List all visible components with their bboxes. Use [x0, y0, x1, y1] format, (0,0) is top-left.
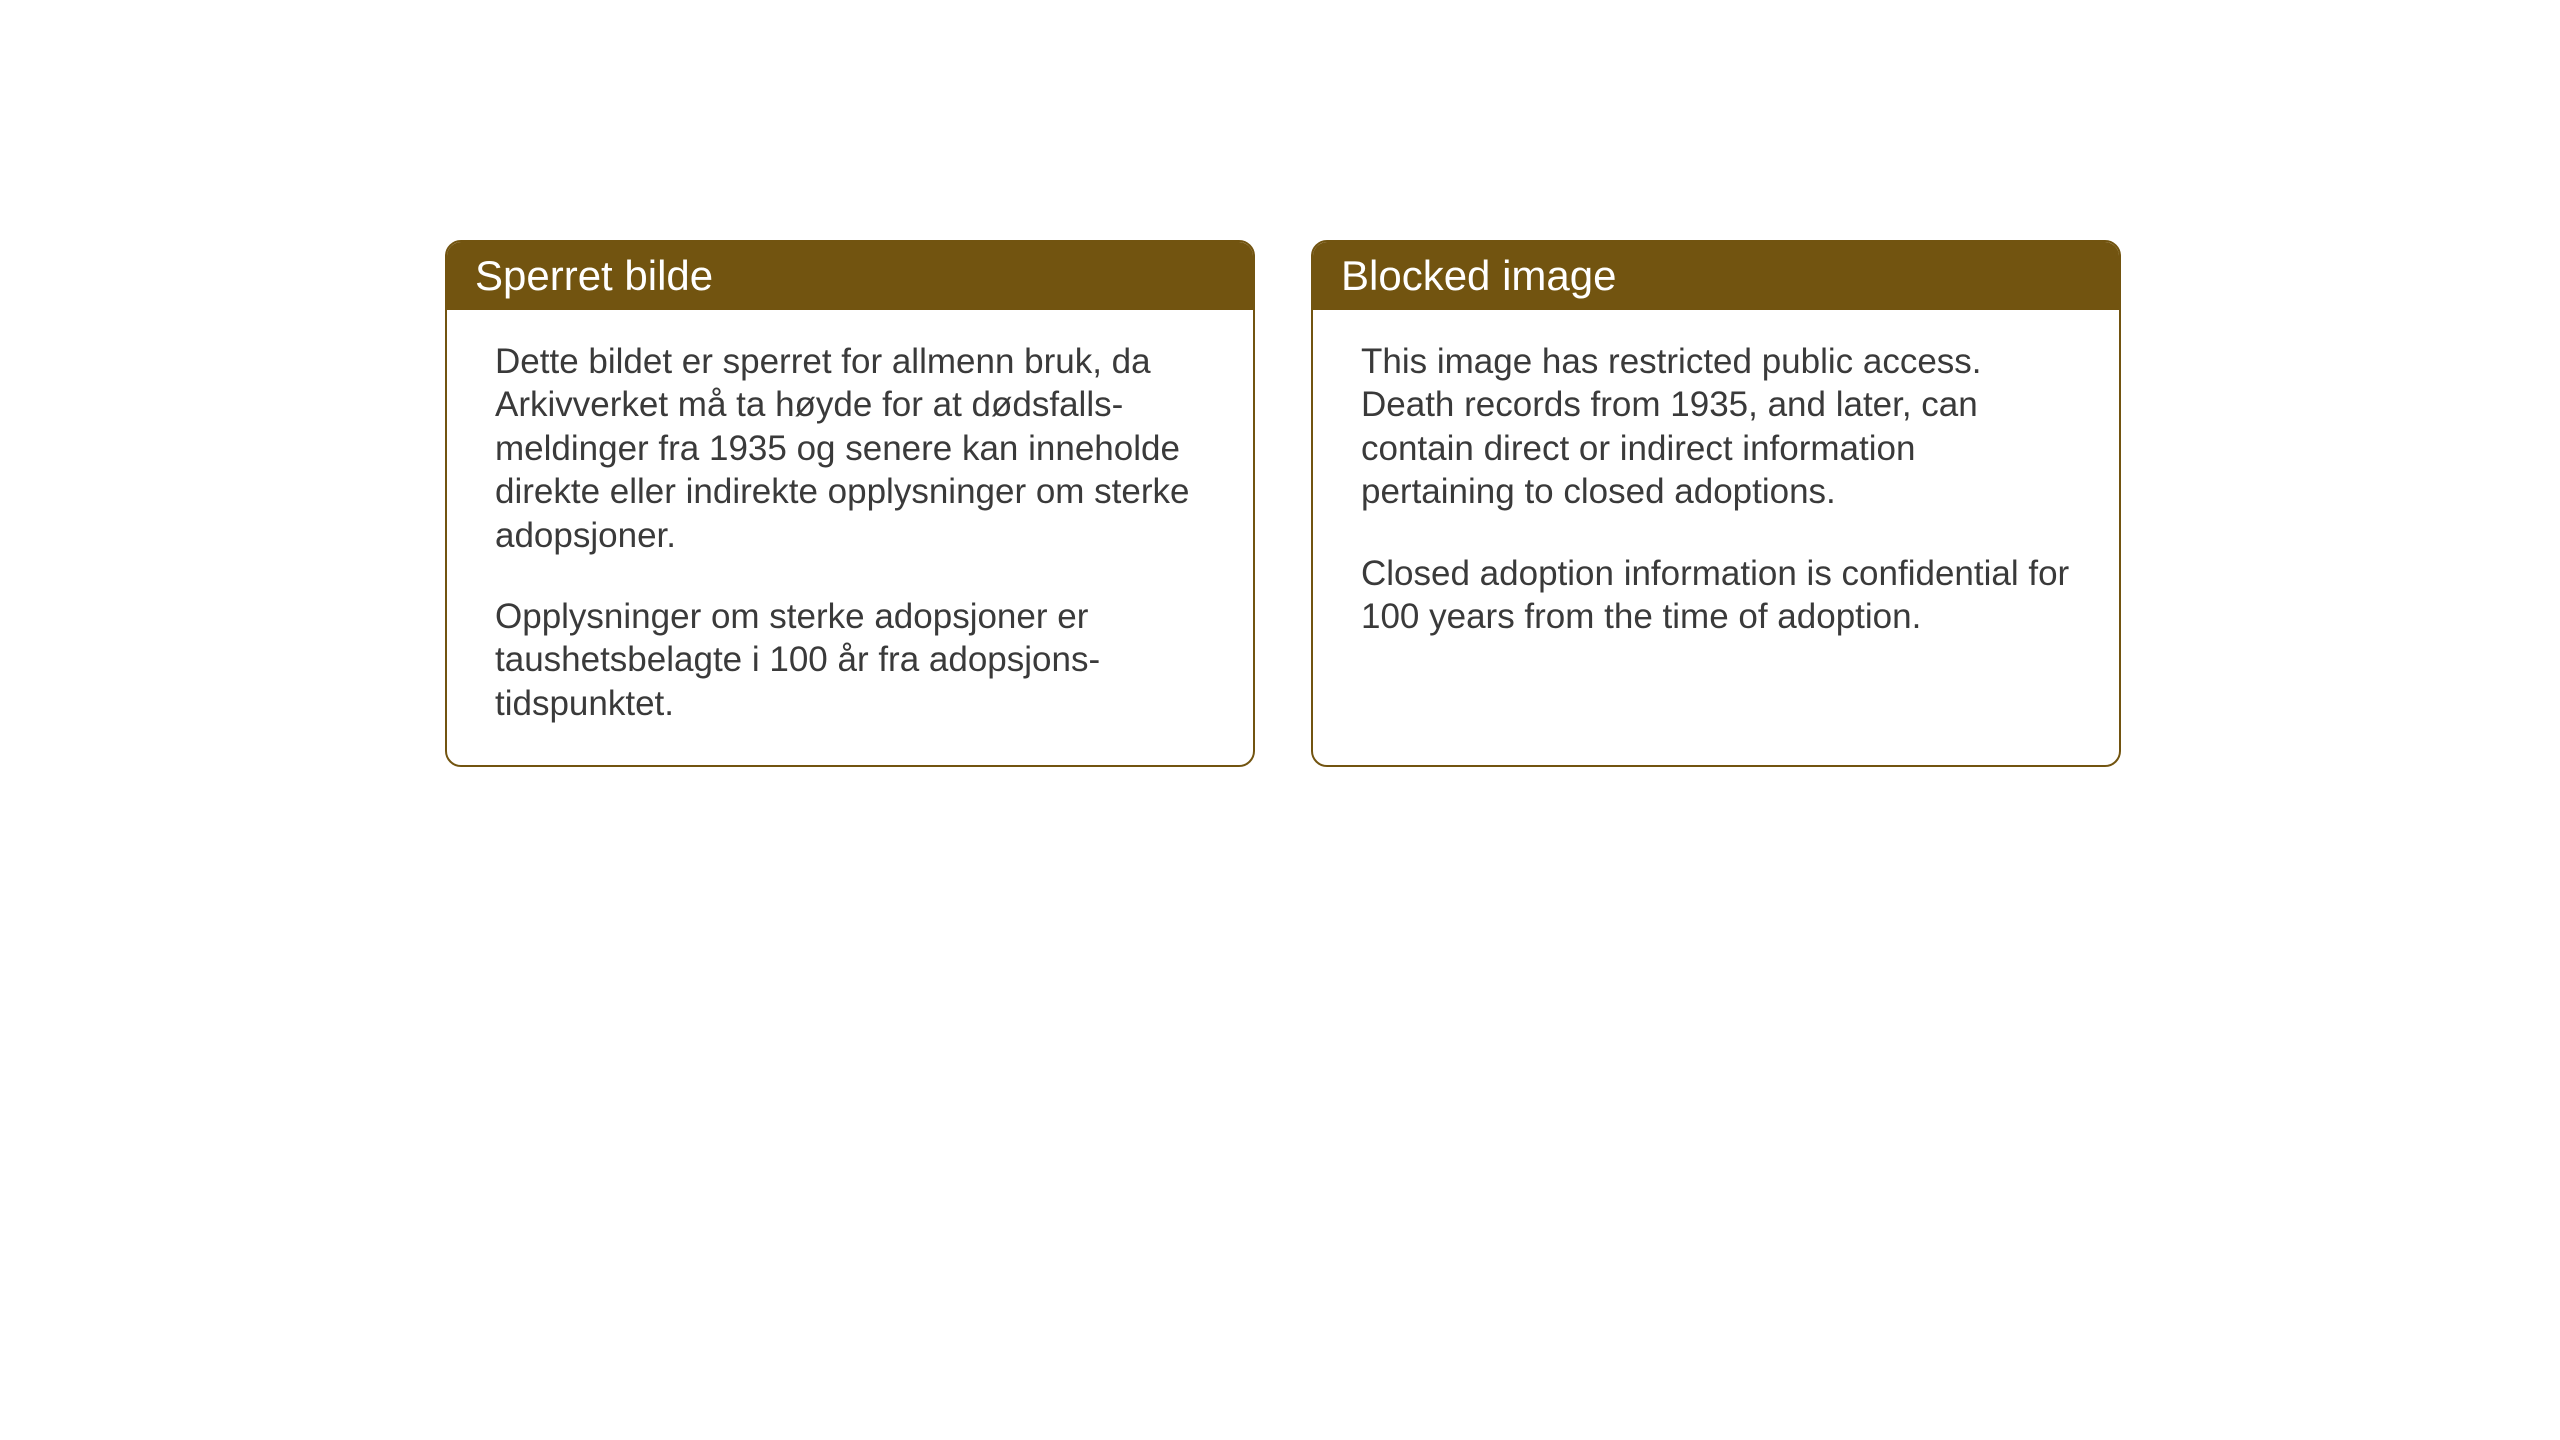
card-paragraph: Closed adoption information is confident… [1361, 552, 2071, 639]
card-body-norwegian: Dette bildet er sperret for allmenn bruk… [447, 310, 1253, 765]
card-paragraph: Opplysninger om sterke adopsjoner er tau… [495, 595, 1205, 725]
notice-container: Sperret bilde Dette bildet er sperret fo… [445, 240, 2121, 767]
card-paragraph: This image has restricted public access.… [1361, 340, 2071, 514]
notice-card-english: Blocked image This image has restricted … [1311, 240, 2121, 767]
notice-card-norwegian: Sperret bilde Dette bildet er sperret fo… [445, 240, 1255, 767]
card-header-english: Blocked image [1313, 242, 2119, 310]
card-title: Sperret bilde [475, 252, 713, 299]
card-body-english: This image has restricted public access.… [1313, 310, 2119, 678]
card-title: Blocked image [1341, 252, 1616, 299]
card-header-norwegian: Sperret bilde [447, 242, 1253, 310]
card-paragraph: Dette bildet er sperret for allmenn bruk… [495, 340, 1205, 557]
